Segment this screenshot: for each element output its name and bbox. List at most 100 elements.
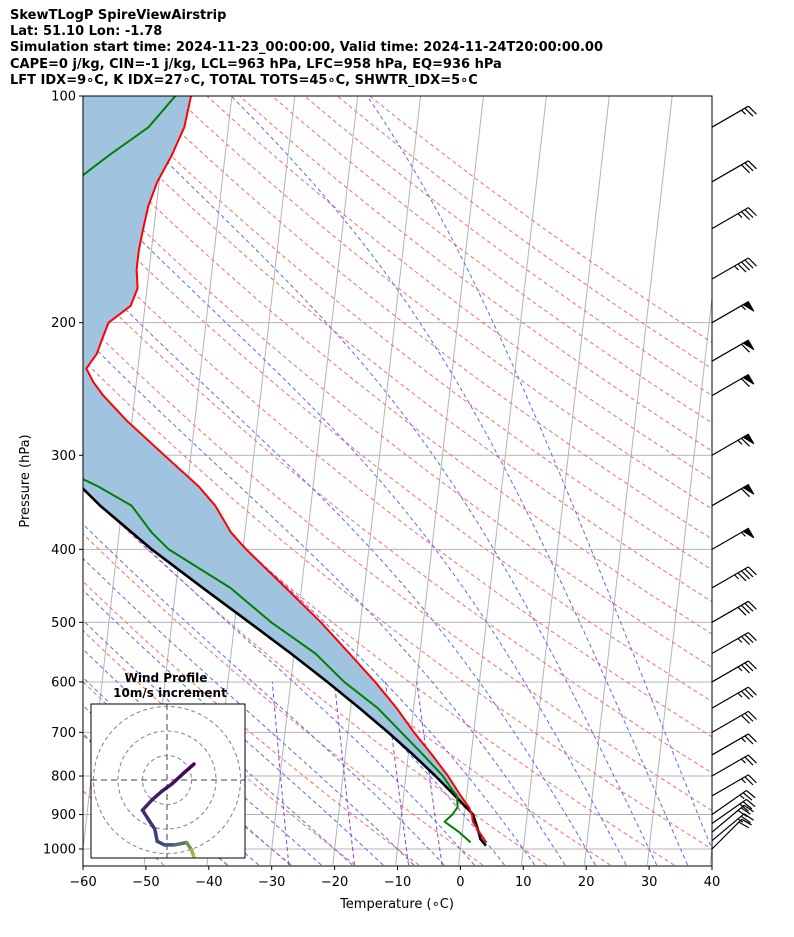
inset-frame: [90, 703, 246, 859]
x-tick-label: 10: [515, 875, 532, 890]
wind-barb: [711, 813, 754, 842]
wind-barb: [711, 257, 757, 280]
moist-adiabat-line: [366, 96, 712, 851]
y-tick-label: 1000: [43, 843, 76, 858]
x-tick-label: 0: [456, 875, 464, 890]
moist-adiabat-line: [83, 557, 415, 866]
hodograph-segment: [140, 808, 152, 824]
chart-title: SkewTLogP SpireViewAirstrip: [10, 8, 227, 23]
isotherm-line: [773, 96, 794, 865]
cape-cin-fill: [83, 96, 487, 843]
wind-barb: [711, 207, 757, 230]
cape-line: CAPE=0 j/kg, CIN=-1 j/kg, LCL=963 hPa, L…: [10, 56, 502, 72]
dry-adiabat-line: [83, 629, 356, 866]
y-tick-label: 300: [51, 449, 76, 464]
location-line: Lat: 51.10 Lon: -1.78: [10, 24, 163, 40]
wind-barb: [711, 631, 757, 655]
dry-adiabat-line: [141, 96, 712, 540]
hodograph-segment: [172, 840, 189, 847]
wind-barb: [711, 600, 757, 623]
inset-background: [91, 704, 245, 858]
y-tick-label: 900: [51, 808, 76, 823]
dry-adiabat-line: [83, 359, 712, 850]
moist-adiabat-line: [83, 393, 536, 866]
wind-barb: [711, 527, 755, 550]
temperature-line: [85, 96, 488, 843]
parcel-profile-line: [83, 486, 487, 847]
wind-barb: [711, 686, 757, 709]
wind-barb: [711, 105, 757, 128]
wind-barb: [711, 789, 756, 816]
isotherm-line: [269, 96, 359, 866]
x-tick-label: −60: [69, 875, 96, 890]
moist-adiabat-line: [101, 96, 658, 866]
x-tick-label: 30: [641, 875, 658, 890]
cin-shading: [83, 96, 487, 843]
isotherm-line: [520, 96, 610, 866]
wind-barb: [711, 660, 757, 683]
hodograph-segment: [153, 827, 159, 843]
x-tick-label: −30: [258, 875, 285, 890]
wind-barb: [711, 483, 755, 507]
y-axis-label: Pressure (hPa): [18, 434, 33, 527]
hodograph-rings: [91, 704, 245, 858]
time-line: Simulation start time: 2024-11-23_00:00:…: [10, 40, 603, 56]
y-tick-label: 800: [51, 770, 76, 785]
wind-barb: [711, 160, 757, 183]
x-tick-label: −10: [384, 875, 411, 890]
x-tick-label: −50: [132, 875, 159, 890]
isotherm-line: [583, 96, 673, 866]
index-line: LFT IDX=9∘C, K IDX=27∘C, TOTAL TOTS=45∘C…: [10, 72, 478, 88]
inset-subtitle: 10m/s increment: [113, 686, 227, 700]
y-tick-label: 600: [51, 675, 76, 690]
dry-adiabat-line: [83, 242, 712, 738]
mixing-ratio-line: [334, 681, 355, 866]
wind-barbs: [711, 105, 757, 850]
wind-barb: [711, 804, 754, 833]
profile-lines: [83, 96, 488, 847]
wind-barb: [711, 433, 755, 456]
y-tick-label: 700: [51, 726, 76, 741]
moist-adiabat-line: [83, 589, 384, 866]
dry-adiabat-line: [239, 96, 712, 452]
hodograph-segment: [160, 782, 174, 793]
wind-barb: [711, 300, 755, 324]
moist-adiabat-line: [83, 648, 322, 866]
moist-adiabat-line: [83, 619, 353, 866]
wind-barb: [711, 818, 752, 850]
wind-barb: [711, 754, 757, 777]
isotherm-line: [458, 96, 547, 866]
wind-barb: [711, 733, 757, 756]
dry-adiabat-line: [83, 487, 547, 866]
moist-adiabat-line: [83, 335, 566, 866]
x-axis-label: Temperature (∘C): [339, 897, 454, 912]
moist-adiabat-line: [83, 485, 475, 866]
hodograph-segment: [170, 770, 186, 786]
x-tick-label: 20: [578, 875, 595, 890]
wind-barb: [711, 339, 755, 362]
dry-adiabat-line: [83, 170, 712, 668]
hodograph-inset: Wind Profile 10m/s increment: [90, 671, 246, 859]
dry-adiabat-line: [271, 96, 712, 424]
y-tick-label: 100: [51, 90, 76, 105]
mixing-ratio-line: [271, 681, 290, 866]
inset-title: Wind Profile: [125, 671, 208, 685]
hodograph-trace: [140, 762, 196, 858]
isotherm-line: [646, 293, 712, 866]
chart-header: SkewTLogP SpireViewAirstrip Lat: 51.10 L…: [10, 8, 603, 89]
y-tick-label: 500: [51, 616, 76, 631]
wind-barb: [711, 774, 757, 797]
dry-adiabat-line: [83, 319, 712, 812]
wind-barb: [711, 373, 755, 397]
moist-adiabat-line: [83, 181, 627, 866]
dry-adiabat-line: [83, 101, 712, 603]
hodograph-segment: [140, 797, 155, 812]
mixing-ratio-line: [416, 681, 443, 866]
wind-barb: [711, 710, 757, 733]
wind-barb: [711, 798, 756, 824]
y-axis: 1000 900 800 700 600 500 400 300 200 100: [43, 90, 83, 858]
hodograph-segment: [182, 762, 196, 775]
dry-adiabat-line: [206, 96, 712, 481]
dry-adiabat-line: [173, 96, 712, 510]
